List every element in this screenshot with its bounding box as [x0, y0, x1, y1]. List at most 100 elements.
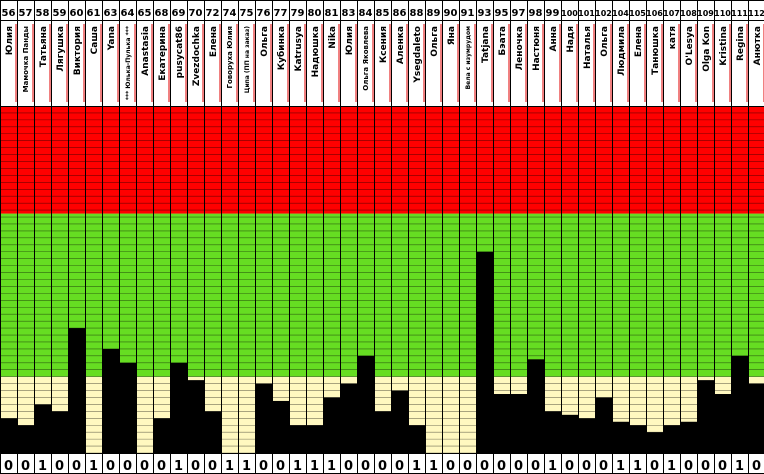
category-name-95: Бэата — [498, 26, 508, 56]
category-name-91: Вела с изумрудом — [465, 26, 472, 90]
category-id-95: 95 — [495, 8, 509, 19]
category-flag-64: 0 — [123, 459, 132, 474]
category-id-58: 58 — [36, 8, 50, 19]
bar-76 — [255, 383, 272, 453]
category-name-80: Надюшка — [311, 26, 321, 77]
category-name-112: Анютка — [753, 26, 763, 65]
category-id-69: 69 — [172, 8, 186, 19]
bar-104 — [612, 421, 629, 453]
category-id-104: 104 — [612, 9, 629, 18]
bar-108 — [680, 421, 697, 453]
category-name-59: Лягушка — [56, 26, 66, 72]
category-name-107: катя — [668, 26, 678, 49]
category-flag-59: 0 — [55, 459, 64, 474]
category-flag-111: 1 — [735, 459, 744, 474]
category-flag-106: 0 — [650, 459, 659, 474]
category-id-102: 102 — [595, 9, 612, 18]
header-bg — [0, 0, 764, 106]
category-name-90: Яна — [447, 26, 457, 45]
category-id-101: 101 — [578, 9, 595, 18]
category-flag-65: 0 — [140, 459, 149, 474]
bar-85 — [374, 411, 391, 453]
category-name-77: Кубинка — [276, 26, 287, 70]
category-name-75: Ципа (ПП на заказ) — [244, 26, 251, 93]
bar-68 — [153, 418, 170, 453]
category-flag-84: 0 — [361, 459, 370, 474]
bar-97 — [510, 394, 527, 453]
category-name-64: *** Юлька-Пулька *** — [125, 25, 132, 100]
bar-84 — [357, 355, 374, 453]
category-id-83: 83 — [342, 8, 356, 19]
category-name-69: pusycat86 — [175, 26, 185, 78]
category-name-70: Zvezdochka — [192, 26, 202, 86]
category-flag-86: 0 — [395, 459, 404, 474]
category-flag-83: 0 — [344, 459, 353, 474]
bar-101 — [578, 418, 595, 453]
category-name-57: Мамочка Панды — [22, 26, 30, 92]
bar-58 — [34, 404, 51, 453]
bar-77 — [272, 400, 289, 453]
category-flag-101: 0 — [582, 459, 591, 474]
category-name-105: Елена — [634, 26, 644, 57]
category-flag-110: 0 — [718, 459, 727, 474]
bar-100 — [561, 414, 578, 453]
bar-111 — [731, 355, 748, 453]
bar-80 — [306, 425, 323, 453]
category-name-83: Юлия — [345, 26, 355, 55]
category-name-106: Танюшка — [651, 26, 661, 75]
category-flag-70: 0 — [191, 459, 200, 474]
category-id-59: 59 — [53, 8, 67, 19]
category-name-104: Людмила — [617, 26, 627, 76]
category-flag-57: 0 — [21, 459, 30, 474]
category-id-61: 61 — [87, 8, 101, 19]
category-flag-75: 1 — [242, 459, 251, 474]
category-name-81: Nika — [328, 26, 338, 49]
category-name-111: Regina — [736, 26, 746, 61]
category-id-85: 85 — [376, 8, 390, 19]
category-flag-109: 0 — [701, 459, 710, 474]
category-name-86: Аленка — [396, 26, 406, 64]
category-flag-69: 1 — [174, 459, 183, 474]
category-name-61: Саша — [90, 26, 100, 54]
category-flag-102: 0 — [599, 459, 608, 474]
category-id-106: 106 — [646, 9, 663, 18]
bar-56 — [0, 418, 17, 453]
bar-60 — [68, 328, 85, 453]
category-flag-104: 1 — [616, 459, 625, 474]
category-id-56: 56 — [2, 8, 16, 19]
category-id-91: 91 — [461, 8, 475, 19]
category-name-93: Tatjana — [481, 26, 491, 63]
bar-109 — [697, 380, 714, 453]
category-name-68: Екатерина — [158, 26, 168, 81]
bar-69 — [170, 362, 187, 453]
bar-95 — [493, 394, 510, 453]
bar-88 — [408, 425, 425, 453]
category-flag-93: 0 — [480, 459, 489, 474]
category-id-108: 108 — [680, 9, 697, 18]
bar-105 — [629, 425, 646, 453]
category-flag-76: 0 — [259, 459, 268, 474]
category-id-86: 86 — [393, 8, 407, 19]
category-flag-99: 1 — [548, 459, 557, 474]
bar-83 — [340, 383, 357, 453]
category-flag-105: 1 — [633, 459, 642, 474]
bar-106 — [646, 432, 663, 453]
bar-63 — [102, 348, 119, 453]
category-id-64: 64 — [121, 8, 135, 19]
category-name-102: Ольга — [600, 26, 610, 57]
category-id-76: 76 — [257, 8, 271, 19]
category-id-77: 77 — [274, 8, 288, 19]
bar-107 — [663, 425, 680, 453]
category-name-100: Надя — [566, 26, 576, 53]
category-flag-88: 1 — [412, 459, 421, 474]
category-flag-56: 0 — [4, 459, 13, 474]
category-id-65: 65 — [138, 8, 152, 19]
category-flag-72: 0 — [208, 459, 217, 474]
header-separators — [15, 24, 764, 102]
category-name-84: Ольга Яковлева — [362, 26, 370, 91]
category-id-68: 68 — [155, 8, 169, 19]
category-flag-108: 0 — [684, 459, 693, 474]
